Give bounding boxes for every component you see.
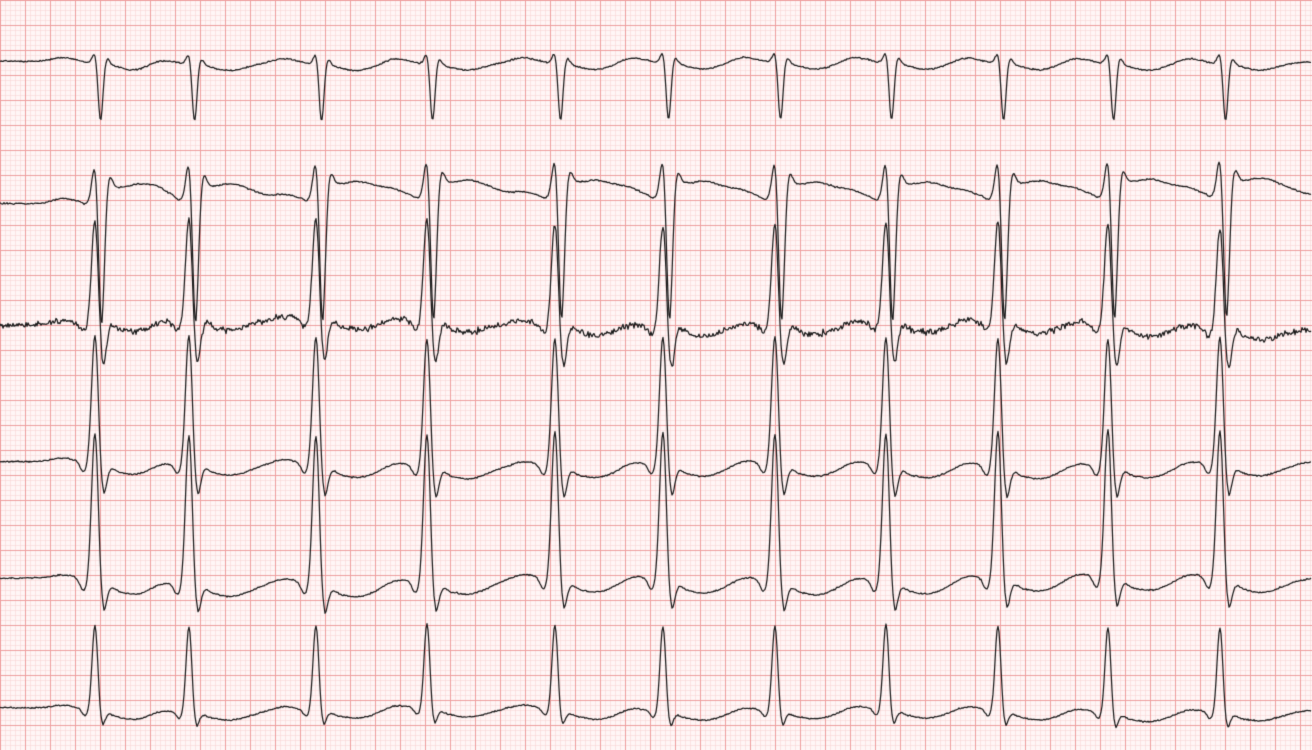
ecg-strip [0, 0, 1312, 750]
ecg-canvas [0, 0, 1312, 750]
